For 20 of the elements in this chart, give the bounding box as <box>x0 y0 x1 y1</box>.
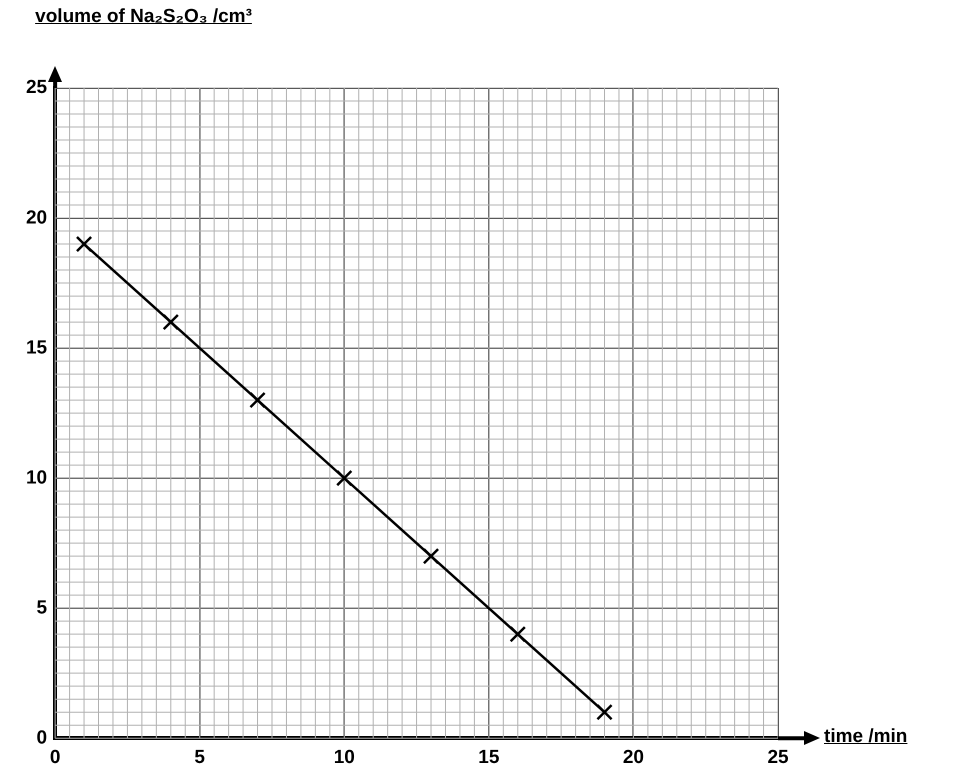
x-tick-label: 25 <box>767 746 789 768</box>
point <box>76 236 92 252</box>
y-tick-label: 5 <box>36 597 48 618</box>
y-tick-label: 10 <box>26 467 48 488</box>
x-axis-title: time /min <box>824 726 908 748</box>
y-tick-label: 25 <box>26 77 48 98</box>
point <box>162 314 180 330</box>
point <box>422 548 440 564</box>
point <box>249 392 266 408</box>
x-tick-label: 15 <box>478 746 500 768</box>
y-tick-label: 0 <box>36 727 48 748</box>
point <box>336 470 353 486</box>
x-tick-label: 10 <box>334 746 355 768</box>
x-tick-label: 20 <box>622 746 644 768</box>
x-tick-label: 5 <box>194 746 206 768</box>
point <box>509 626 526 642</box>
y-axis-title: volume of Na₂S₂O₃ /cm³ <box>35 6 252 28</box>
y-tick-label: 15 <box>26 337 48 358</box>
point <box>596 704 613 721</box>
y-tick-label: 20 <box>26 207 48 228</box>
